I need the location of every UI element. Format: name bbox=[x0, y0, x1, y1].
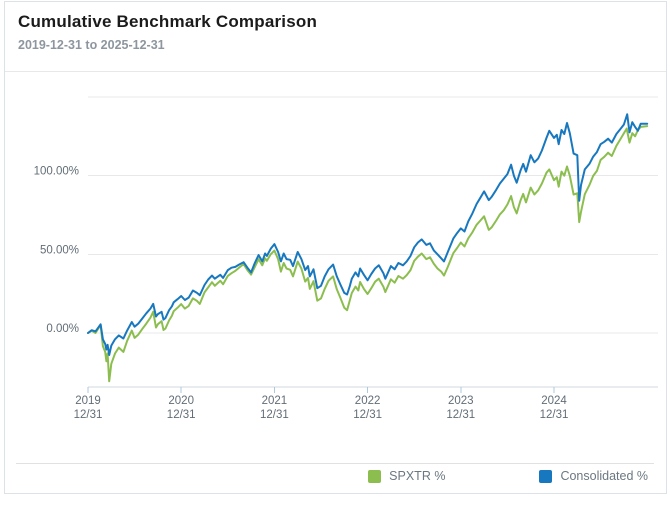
legend-item-consolidated[interactable]: Consolidated % bbox=[539, 469, 648, 483]
y-tick-label: 0.00% bbox=[46, 323, 79, 335]
x-tick-label-year: 2022 bbox=[355, 395, 381, 407]
x-tick-label-date: 12/31 bbox=[446, 409, 475, 421]
x-tick-label-year: 2023 bbox=[448, 395, 474, 407]
x-tick-label-date: 12/31 bbox=[353, 409, 382, 421]
spxtr-line[interactable] bbox=[87, 125, 649, 383]
x-tick-label-year: 2024 bbox=[541, 395, 567, 407]
date-range-subtitle: 2019-12-31 to 2025-12-31 bbox=[18, 38, 165, 52]
x-tick-label-date: 12/31 bbox=[167, 409, 196, 421]
page-title: Cumulative Benchmark Comparison bbox=[18, 12, 318, 31]
consolidated-line[interactable] bbox=[87, 113, 649, 356]
consolidated-swatch-icon bbox=[539, 469, 553, 483]
legend-item-spxtr[interactable]: SPXTR % bbox=[368, 469, 445, 483]
card-border bbox=[4, 1, 667, 494]
header-divider bbox=[5, 71, 666, 72]
x-tick-label-date: 12/31 bbox=[260, 409, 289, 421]
x-tick-label-year: 2019 bbox=[75, 395, 101, 407]
spxtr-swatch-icon bbox=[368, 469, 382, 483]
x-tick-label-date: 12/31 bbox=[540, 409, 569, 421]
legend-divider bbox=[16, 463, 654, 464]
legend-label: SPXTR % bbox=[389, 469, 446, 483]
y-tick-label: 50.00% bbox=[40, 244, 79, 256]
x-tick-label-date: 12/31 bbox=[74, 409, 103, 421]
x-tick-label-year: 2021 bbox=[262, 395, 288, 407]
x-tick-label-year: 2020 bbox=[168, 395, 194, 407]
chart-legend: SPXTR % Consolidated % bbox=[368, 469, 648, 483]
chart-header: Cumulative Benchmark Comparison 2019-12-… bbox=[18, 12, 317, 52]
y-tick-label: 100.00% bbox=[34, 166, 79, 178]
legend-label: Consolidated % bbox=[560, 469, 648, 483]
